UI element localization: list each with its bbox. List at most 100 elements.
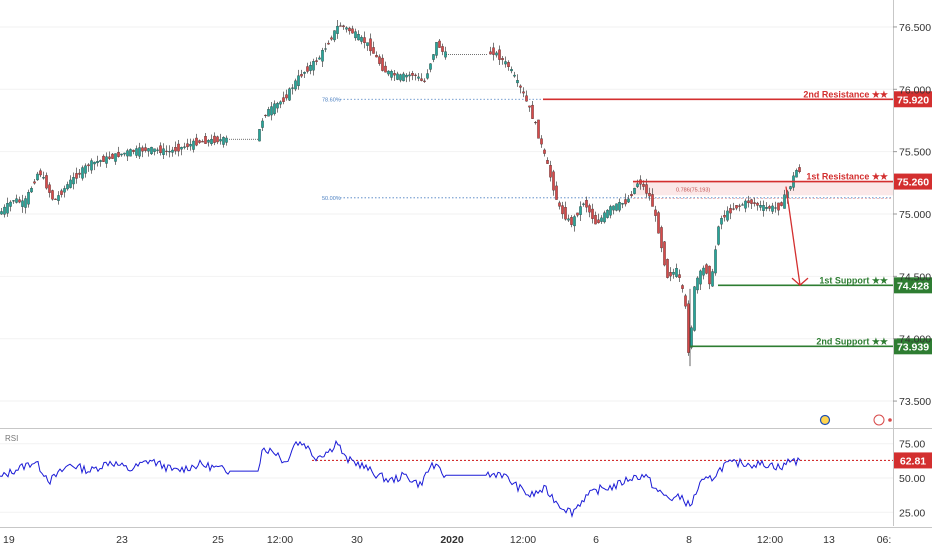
time-tick-label: 23 (116, 534, 128, 546)
candle-body (96, 161, 99, 164)
candle-body (141, 147, 144, 152)
price-badge (894, 338, 932, 355)
candle-body (729, 208, 732, 214)
candle-body (405, 74, 408, 78)
candle-body (189, 144, 192, 147)
candle-body (147, 148, 150, 152)
candle-body (69, 179, 72, 188)
candle-body (504, 61, 507, 65)
candle-body (732, 208, 735, 210)
zone-rect (633, 181, 893, 196)
price-tick-label: 74.500 (899, 271, 931, 283)
candle-body (426, 73, 429, 79)
candle-body (345, 27, 348, 30)
candle-body (129, 149, 132, 157)
candle-body (81, 167, 84, 179)
candle-body (150, 146, 153, 155)
candle-body (324, 48, 327, 50)
candle-body (420, 78, 423, 81)
candle-body (600, 217, 603, 222)
price-badge (894, 277, 932, 294)
candle-body (390, 71, 393, 78)
candle-body (711, 271, 714, 287)
candle-body (9, 201, 12, 207)
candle-body (99, 160, 102, 162)
candle-body (570, 217, 573, 225)
candle-body (411, 72, 414, 76)
rsi-axis[interactable]: 75.00 50.00 25.00 (899, 439, 925, 520)
candle-body (387, 70, 390, 75)
candle-body (123, 152, 126, 155)
candle-body (543, 149, 546, 154)
candle-body (288, 88, 291, 101)
candle-body (735, 205, 738, 209)
candle-body (330, 37, 333, 40)
price-tick-label: 74.000 (899, 334, 931, 346)
time-tick-label: 2020 (440, 534, 464, 546)
candle-body (540, 138, 543, 145)
candle-body (219, 139, 222, 142)
candle-body (612, 205, 615, 211)
time-tick-label: 12:00 (267, 534, 293, 546)
candle-body (162, 148, 165, 155)
candle-body (585, 199, 588, 208)
candle-body (771, 205, 774, 212)
fib-label: 50.00% (322, 196, 341, 202)
candle-body (351, 28, 354, 34)
candle-body (567, 218, 570, 221)
candle-body (369, 38, 372, 52)
candle-body (393, 73, 396, 76)
candle-body (57, 195, 60, 201)
globe-icon[interactable] (819, 414, 831, 426)
candle-body (666, 259, 669, 278)
candle-body (531, 104, 534, 119)
toolbar-icons[interactable] (819, 414, 892, 426)
rsi-tick-label: 50.00 (899, 473, 925, 485)
candle-body (321, 50, 324, 62)
candle-body (222, 137, 225, 145)
candle-body (498, 49, 501, 60)
candle-body (513, 74, 516, 77)
candle-body (87, 164, 90, 167)
candle-body (546, 160, 549, 164)
alert-icon[interactable] (873, 414, 885, 426)
candle-body (177, 143, 180, 152)
candle-body (327, 42, 330, 45)
rsi-level-line: 62.81 (312, 452, 932, 469)
candle-body (669, 272, 672, 277)
candle-body (723, 215, 726, 218)
candle-body (42, 177, 45, 179)
price-badge (894, 173, 932, 190)
price-tick-label: 75.000 (899, 209, 931, 221)
time-axis[interactable]: 19 23 25 12:00 30 2020 12:00 6 8 12:00 13 06: (0, 527, 932, 547)
candle-body (174, 147, 177, 152)
candle-body (396, 73, 399, 80)
candle-body (90, 160, 93, 171)
candle-body (630, 194, 633, 197)
candle-body (198, 140, 201, 143)
candle-body (627, 198, 630, 203)
candle-body (0, 211, 3, 215)
candle-body (354, 31, 357, 39)
candle-body (204, 136, 207, 144)
candle-body (54, 198, 57, 200)
candle-body (6, 203, 9, 214)
candles (0, 20, 801, 367)
candle-body (318, 57, 321, 60)
flag-icon[interactable] (888, 418, 892, 422)
price-axis[interactable]: 76.500 76.000 75.500 75.000 74.500 74.000 73.5… (893, 0, 931, 526)
candle-body (636, 183, 639, 187)
candle-body (651, 194, 654, 207)
candle-body (366, 42, 369, 46)
resistance-zone: 0.786(75.193) (633, 181, 893, 199)
price-tick-label: 76.000 (899, 84, 931, 96)
candle-body (429, 63, 432, 70)
candle-body (741, 204, 744, 206)
candle-body (516, 80, 519, 84)
price-badge-label: 73.939 (897, 341, 929, 353)
candle-body (156, 149, 159, 151)
candle-body (582, 203, 585, 205)
candle-body (273, 103, 276, 115)
candle-body (624, 199, 627, 205)
